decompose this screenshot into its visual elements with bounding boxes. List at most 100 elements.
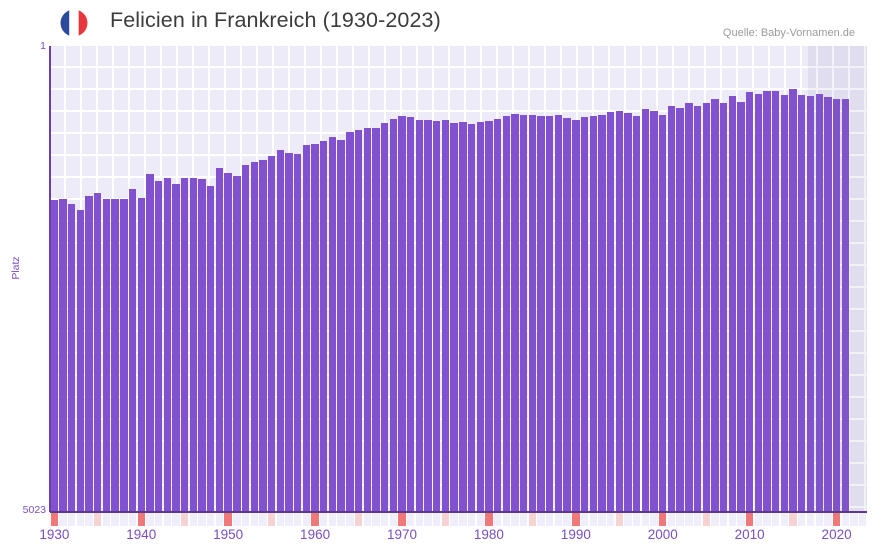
x-axis-tick	[580, 513, 589, 526]
x-axis-major-tick	[137, 513, 145, 526]
bar	[68, 203, 76, 512]
bar	[615, 110, 623, 512]
bar	[815, 94, 823, 512]
x-axis-tick-label: 1940	[126, 527, 157, 542]
x-axis-tick	[624, 513, 632, 526]
x-axis-tick-labels: 1930 1940 1950 1960 1970 1980 1990 2000 2010 2020	[0, 527, 873, 552]
x-axis-tick	[111, 513, 119, 526]
x-axis-major-tick	[398, 513, 406, 526]
x-axis-tick	[493, 513, 502, 526]
x-axis-tick	[68, 513, 76, 526]
x-axis-tick-label: 1950	[213, 527, 244, 542]
bar	[832, 98, 841, 512]
x-axis-tick	[59, 513, 67, 526]
x-axis-tick	[798, 513, 806, 526]
x-axis-tick	[806, 513, 815, 526]
x-axis-tick	[667, 513, 676, 526]
x-axis-major-tick	[224, 513, 232, 526]
x-axis-tick	[380, 513, 389, 526]
bar	[85, 196, 93, 512]
bar	[354, 129, 363, 512]
bar	[632, 115, 641, 512]
x-axis-tick	[728, 513, 736, 526]
bar	[181, 178, 189, 512]
x-axis-tick	[693, 513, 702, 526]
bar	[737, 101, 745, 512]
x-axis-major-tick	[485, 513, 493, 526]
bar	[667, 106, 676, 512]
x-axis-tick	[754, 513, 763, 526]
x-axis-tick	[94, 513, 102, 526]
bar	[476, 122, 484, 512]
x-axis-tick	[294, 513, 302, 526]
page-title: Felicien in Frankreich (1930-2023)	[110, 8, 441, 32]
bar	[146, 173, 154, 512]
bar	[267, 156, 276, 512]
bar	[711, 99, 719, 512]
x-axis-tick-label: 2000	[647, 527, 678, 542]
bar	[485, 120, 493, 512]
bar	[589, 115, 597, 512]
x-axis-major-tick	[311, 513, 319, 526]
bar	[311, 143, 319, 512]
bar	[398, 116, 406, 512]
bar	[598, 115, 606, 512]
x-axis-tick	[285, 513, 293, 526]
x-axis-tick	[737, 513, 745, 526]
x-axis-tick	[102, 513, 111, 526]
x-axis-tick	[711, 513, 719, 526]
y-axis-title: Platz	[10, 256, 22, 280]
x-axis-tick	[641, 513, 650, 526]
bar	[137, 198, 145, 512]
bar	[519, 115, 528, 512]
x-axis-tick	[320, 513, 328, 526]
x-axis-tick	[650, 513, 658, 526]
x-axis-tick	[241, 513, 250, 526]
x-axis-tick	[459, 513, 467, 526]
x-axis-tick	[407, 513, 415, 526]
x-axis-tick	[250, 513, 258, 526]
bar	[841, 99, 849, 512]
bar	[702, 102, 710, 512]
x-axis-tick	[163, 513, 171, 526]
x-axis-tick	[424, 513, 432, 526]
bar	[459, 122, 467, 512]
bar	[198, 179, 206, 512]
bar	[450, 122, 458, 512]
x-axis-tick-label: 2020	[821, 527, 852, 542]
x-axis-tick	[181, 513, 189, 526]
y-axis-line	[49, 46, 51, 512]
x-axis-major-tick	[832, 513, 841, 526]
x-axis-tick	[519, 513, 528, 526]
x-axis-tick-strip	[50, 513, 867, 526]
bar	[407, 116, 415, 512]
bar	[215, 168, 224, 512]
bar	[780, 94, 789, 512]
bar	[528, 115, 537, 512]
bar	[328, 137, 337, 512]
x-axis-tick	[450, 513, 458, 526]
x-axis-tick	[363, 513, 371, 526]
flag-france-circle-icon	[60, 9, 88, 37]
x-axis-tick	[841, 513, 849, 526]
x-axis-tick	[346, 513, 354, 526]
bar	[798, 95, 806, 512]
x-axis-tick	[546, 513, 554, 526]
x-axis-tick	[824, 513, 832, 526]
x-axis-tick	[276, 513, 284, 526]
bar	[719, 103, 728, 512]
bar	[189, 177, 198, 512]
x-axis-tick	[632, 513, 641, 526]
bar	[363, 127, 371, 512]
bar	[302, 144, 311, 512]
x-axis-tick	[528, 513, 537, 526]
x-axis-tick	[476, 513, 484, 526]
x-axis-tick	[198, 513, 206, 526]
bar	[563, 118, 571, 512]
x-axis-tick	[354, 513, 363, 526]
x-axis-tick	[372, 513, 380, 526]
plot-area	[50, 46, 867, 512]
bar	[424, 120, 432, 512]
x-axis-major-tick	[745, 513, 754, 526]
